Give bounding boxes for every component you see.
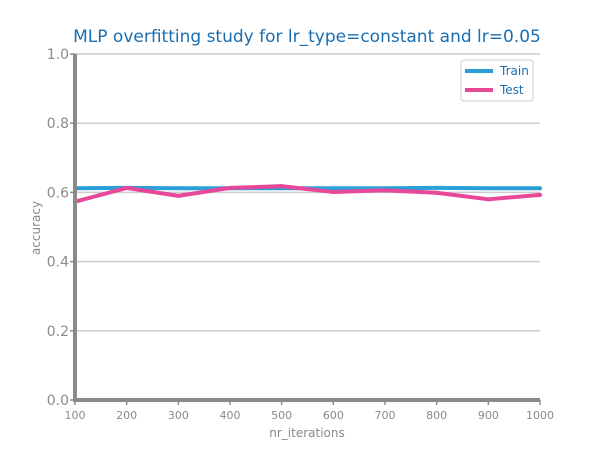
x-tick-label: 800 bbox=[426, 409, 447, 422]
y-tick-label: 0.0 bbox=[47, 393, 69, 409]
y-tick-label: 0.6 bbox=[47, 185, 69, 201]
series-line-test bbox=[74, 184, 541, 204]
data-point-test bbox=[331, 190, 336, 195]
data-point-test bbox=[383, 188, 387, 193]
x-axis-label: nr_iterations bbox=[269, 426, 345, 440]
chart-title: MLP overfitting study for lr_type=consta… bbox=[73, 27, 541, 47]
data-point-test bbox=[228, 185, 232, 190]
x-tick-label: 900 bbox=[478, 409, 499, 422]
data-point-train bbox=[434, 185, 439, 190]
series-lines bbox=[73, 184, 542, 204]
data-point-test bbox=[538, 192, 542, 197]
data-point-train bbox=[538, 186, 542, 191]
axes bbox=[73, 54, 540, 402]
x-tick-label: 700 bbox=[375, 409, 396, 422]
data-point-train bbox=[331, 186, 336, 191]
y-tick-label: 0.2 bbox=[47, 324, 69, 340]
data-point-train bbox=[486, 186, 491, 191]
data-point-test bbox=[279, 184, 284, 189]
x-tick-labels: 100 200 300 400 500 600 700 800 900 1000 bbox=[65, 400, 554, 422]
x-tick-label: 100 bbox=[65, 409, 86, 422]
data-point-test bbox=[486, 197, 491, 202]
y-axis-label: accuracy bbox=[29, 201, 43, 255]
x-tick-label: 300 bbox=[168, 409, 189, 422]
y-tick-label: 0.4 bbox=[47, 255, 69, 271]
data-point-train bbox=[176, 186, 181, 191]
y-tick-labels: 0.0 0.2 0.4 0.6 0.8 1.0 bbox=[47, 47, 75, 409]
x-tick-label: 200 bbox=[116, 409, 137, 422]
y-tick-label: 0.8 bbox=[47, 116, 69, 132]
x-tick-label: 1000 bbox=[526, 409, 554, 422]
data-point-test bbox=[176, 193, 181, 198]
x-tick-label: 400 bbox=[220, 409, 241, 422]
legend-label-test: Test bbox=[499, 83, 524, 97]
legend: Train Test bbox=[460, 59, 534, 102]
data-point-test bbox=[434, 190, 439, 195]
y-tick-label: 1.0 bbox=[47, 47, 69, 63]
legend-label-train: Train bbox=[499, 64, 529, 78]
data-point-test bbox=[124, 185, 129, 190]
x-tick-label: 500 bbox=[271, 409, 292, 422]
x-tick-label: 600 bbox=[323, 409, 344, 422]
